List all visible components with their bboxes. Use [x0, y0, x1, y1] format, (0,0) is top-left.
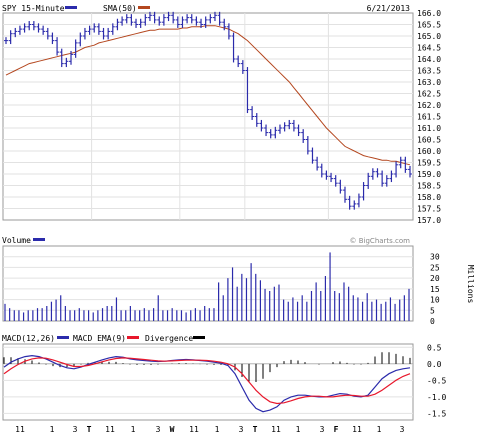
x-tick-label: 3	[320, 425, 325, 434]
price-ytick-label: 163.5	[417, 67, 441, 76]
volume-ytick-label: 15	[430, 285, 440, 294]
x-tick-label: 1	[296, 425, 301, 434]
price-ytick-label: 162.0	[417, 101, 441, 110]
x-tick-label: 11	[15, 425, 25, 434]
price-ytick-label: 164.0	[417, 55, 441, 64]
macd-ema-legend-label: MACD EMA(9)	[73, 334, 126, 343]
volume-legend: Volume © BigCharts.com Millions	[2, 236, 475, 303]
x-tick-label: 1	[131, 425, 136, 434]
price-ytick-label: 160.5	[417, 136, 441, 145]
price-ytick-label: 161.5	[417, 113, 441, 122]
x-axis: 11 1 3 T 11 1 3 W 11 1 3 T 11 1 3 F 11 1 3	[15, 425, 404, 434]
volume-legend-swatch	[33, 238, 45, 241]
volume-ytick-label: 20	[430, 274, 440, 283]
macd-panel: 0.5 0.0 -0.5 -1.0 -1.5	[2, 343, 446, 421]
volume-ytick-label: 30	[430, 253, 440, 262]
price-ytick-label: 157.0	[417, 216, 441, 225]
bigcharts-watermark: © BigCharts.com	[350, 237, 411, 245]
price-ytick-label: 158.5	[417, 182, 441, 191]
x-tick-label: 3	[400, 425, 405, 434]
volume-ytick-label: 25	[430, 263, 440, 272]
price-ytick-label: 159.5	[417, 159, 441, 168]
price-ytick-label: 166.0	[417, 9, 441, 18]
price-ytick-label: 161.0	[417, 124, 441, 133]
sma-line	[5, 25, 411, 166]
price-ytick-label: 159.0	[417, 170, 441, 179]
price-legend: SPY 15-Minute SMA(50) 6/21/2013	[2, 4, 410, 13]
price-ytick-label: 165.5	[417, 21, 441, 30]
x-tick-label: 11	[352, 425, 362, 434]
macd-ema-legend-swatch	[127, 336, 139, 339]
price-ytick-label: 157.5	[417, 205, 441, 214]
volume-ytick-label: 0	[430, 317, 435, 326]
volume-title: Volume	[2, 236, 31, 245]
divergence-legend-swatch	[193, 336, 205, 339]
price-ytick-label: 158.0	[417, 193, 441, 202]
x-tick-label: T	[87, 425, 92, 434]
macd-ytick-label: -0.5	[427, 376, 446, 385]
x-tick-label: 3	[73, 425, 78, 434]
macd-legend-label: MACD(12,26)	[2, 334, 55, 343]
sma-legend-swatch	[138, 6, 150, 9]
macd-line	[3, 354, 411, 413]
x-tick-label: 11	[189, 425, 199, 434]
volume-ytick-label: 10	[430, 296, 440, 305]
x-tick-label: T	[253, 425, 258, 434]
x-tick-label: 3	[239, 425, 244, 434]
divergence-legend-label: Divergence	[145, 334, 193, 343]
price-legend-swatch	[65, 6, 77, 9]
x-tick-label: W	[170, 425, 175, 434]
volume-ylabel: Millions	[466, 265, 475, 304]
price-ytick-label: 165.0	[417, 32, 441, 41]
price-ytick-label: 164.5	[417, 44, 441, 53]
x-tick-label: F	[334, 425, 339, 434]
macd-ytick-label: 0.0	[427, 360, 442, 369]
chart-date: 6/21/2013	[367, 4, 411, 13]
x-tick-label: 11	[105, 425, 115, 434]
macd-ytick-label: 0.5	[427, 343, 442, 352]
x-tick-label: 3	[156, 425, 161, 434]
price-ytick-label: 162.5	[417, 90, 441, 99]
macd-frame	[2, 343, 414, 421]
price-ytick-label: 160.0	[417, 147, 441, 156]
price-title: SPY 15-Minute	[2, 4, 65, 13]
x-tick-label: 1	[377, 425, 382, 434]
macd-legend-swatch	[57, 336, 69, 339]
x-tick-label: 11	[271, 425, 281, 434]
x-tick-label: 1	[215, 425, 220, 434]
sma-legend-label: SMA(50)	[103, 4, 137, 13]
macd-ytick-label: -1.5	[427, 409, 446, 418]
x-tick-label: 1	[50, 425, 55, 434]
volume-ytick-label: 5	[430, 306, 435, 315]
price-panel: 166.0 165.5 165.0 164.5 164.0 163.5 163.0 162.5…	[2, 9, 441, 225]
price-ytick-label: 163.0	[417, 78, 441, 87]
macd-ytick-label: -1.0	[427, 393, 446, 402]
volume-frame	[2, 245, 414, 322]
macd-legend: MACD(12,26) MACD EMA(9) Divergence	[2, 334, 205, 343]
macd-ema-line	[3, 357, 411, 405]
